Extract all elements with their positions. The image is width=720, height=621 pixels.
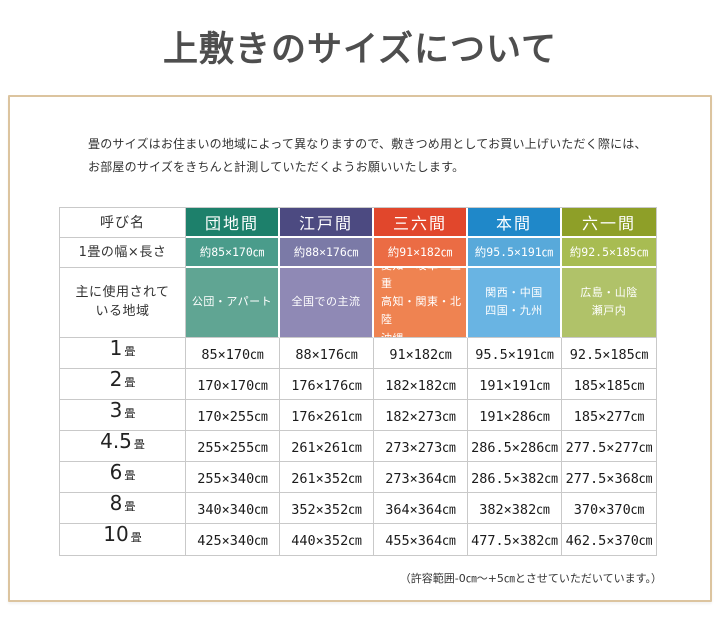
tolerance-note: （許容範囲-0㎝～+5㎝とさせていただいています。） bbox=[399, 571, 662, 585]
size-value-cell: 440×352㎝ bbox=[280, 523, 374, 555]
intro-line-1: 畳のサイズはお住まいの地域によって異なりますので、敷きつめ用としてお買い上げいた… bbox=[88, 137, 647, 152]
size-value-cell: 273×364㎝ bbox=[374, 461, 468, 493]
size-count: 8 bbox=[109, 492, 123, 515]
region-value-cell: 愛知・岐阜・三重 高知・関東・北陸 沖縄 bbox=[374, 267, 468, 338]
size-count: 10 bbox=[103, 523, 129, 546]
size-value-cell: 286.5×382㎝ bbox=[468, 461, 562, 493]
size-value-cell: 261×352㎝ bbox=[280, 461, 374, 493]
size-unit: 畳 bbox=[130, 530, 142, 544]
size-count: 4.5 bbox=[100, 430, 132, 453]
size-value-cell: 255×255㎝ bbox=[186, 430, 280, 462]
size-unit: 畳 bbox=[124, 499, 136, 513]
size-value-cell: 170×170㎝ bbox=[186, 368, 280, 400]
region-value-cell: 公団・アパート bbox=[186, 267, 280, 338]
column-header-cell: 六一間 bbox=[562, 207, 656, 238]
size-row-label: 10 畳 bbox=[60, 523, 186, 555]
size-value-cell: 277.5×277㎝ bbox=[562, 430, 656, 462]
size-value-cell: 176×261㎝ bbox=[280, 399, 374, 431]
size-value-cell: 382×382㎝ bbox=[468, 492, 562, 524]
region-value-cell: 関西・中国 四国・九州 bbox=[468, 267, 562, 338]
size-value-cell: 462.5×370㎝ bbox=[562, 523, 656, 555]
size-value-cell: 352×352㎝ bbox=[280, 492, 374, 524]
size-value-cell: 455×364㎝ bbox=[374, 523, 468, 555]
size-value-cell: 176×176㎝ bbox=[280, 368, 374, 400]
column-header-cell: 三六間 bbox=[374, 207, 468, 238]
column-header-cell: 団地間 bbox=[186, 207, 280, 238]
size-value-cell: 92.5×185㎝ bbox=[562, 337, 656, 369]
size-value-cell: 286.5×286㎝ bbox=[468, 430, 562, 462]
width-value-cell: 約91×182㎝ bbox=[374, 237, 468, 268]
size-unit: 畳 bbox=[124, 344, 136, 358]
size-value-cell: 91×182㎝ bbox=[374, 337, 468, 369]
region-value-cell: 広島・山陰 瀬戸内 bbox=[562, 267, 656, 338]
size-unit: 畳 bbox=[124, 375, 136, 389]
size-value-cell: 185×277㎝ bbox=[562, 399, 656, 431]
size-value-cell: 88×176㎝ bbox=[280, 337, 374, 369]
size-value-cell: 277.5×368㎝ bbox=[562, 461, 656, 493]
column-header-cell: 本間 bbox=[468, 207, 562, 238]
size-value-cell: 85×170㎝ bbox=[186, 337, 280, 369]
size-value-cell: 340×340㎝ bbox=[186, 492, 280, 524]
size-count: 6 bbox=[109, 461, 123, 484]
width-row-label: 1畳の幅×長さ bbox=[60, 237, 186, 268]
size-value-cell: 170×255㎝ bbox=[186, 399, 280, 431]
size-value-cell: 477.5×382㎝ bbox=[468, 523, 562, 555]
size-value-cell: 182×182㎝ bbox=[374, 368, 468, 400]
size-value-cell: 364×364㎝ bbox=[374, 492, 468, 524]
width-value-cell: 約88×176㎝ bbox=[280, 237, 374, 268]
size-row-label: 4.5 畳 bbox=[60, 430, 186, 462]
size-unit: 畳 bbox=[124, 406, 136, 420]
width-value-cell: 約92.5×185㎝ bbox=[562, 237, 656, 268]
size-unit: 畳 bbox=[124, 468, 136, 482]
size-value-cell: 370×370㎝ bbox=[562, 492, 656, 524]
size-value-cell: 261×261㎝ bbox=[280, 430, 374, 462]
size-value-cell: 95.5×191㎝ bbox=[468, 337, 562, 369]
size-unit: 畳 bbox=[133, 437, 145, 451]
size-value-cell: 191×286㎝ bbox=[468, 399, 562, 431]
size-value-cell: 185×185㎝ bbox=[562, 368, 656, 400]
region-value-cell: 全国での主流 bbox=[280, 267, 374, 338]
region-row-label: 主に使用されて いる地域 bbox=[60, 267, 186, 338]
size-value-cell: 191×191㎝ bbox=[468, 368, 562, 400]
page-title: 上敷きのサイズについて bbox=[163, 29, 557, 70]
size-value-cell: 182×273㎝ bbox=[374, 399, 468, 431]
size-count: 2 bbox=[109, 368, 123, 391]
corner-header-cell: 呼び名 bbox=[60, 207, 186, 238]
size-value-cell: 273×273㎝ bbox=[374, 430, 468, 462]
size-count: 3 bbox=[109, 399, 123, 422]
intro-line-2: お部屋のサイズをきちんと計測していただくようお願いいたします。 bbox=[88, 160, 465, 175]
size-value-cell: 255×340㎝ bbox=[186, 461, 280, 493]
content-box: 畳のサイズはお住まいの地域によって異なりますので、敷きつめ用としてお買い上げいた… bbox=[8, 95, 712, 603]
width-value-cell: 約85×170㎝ bbox=[186, 237, 280, 268]
size-count: 1 bbox=[109, 337, 123, 360]
column-header-cell: 江戸間 bbox=[280, 207, 374, 238]
intro-text: 畳のサイズはお住まいの地域によって異なりますので、敷きつめ用としてお買い上げいた… bbox=[88, 133, 690, 179]
size-value-cell: 425×340㎝ bbox=[186, 523, 280, 555]
width-value-cell: 約95.5×191㎝ bbox=[468, 237, 562, 268]
tatami-size-table: 呼び名 団地間 江戸間 三六間 本間 六一間 1畳の幅×長さ 約85×170㎝ 約88×176㎝… bbox=[59, 206, 657, 556]
